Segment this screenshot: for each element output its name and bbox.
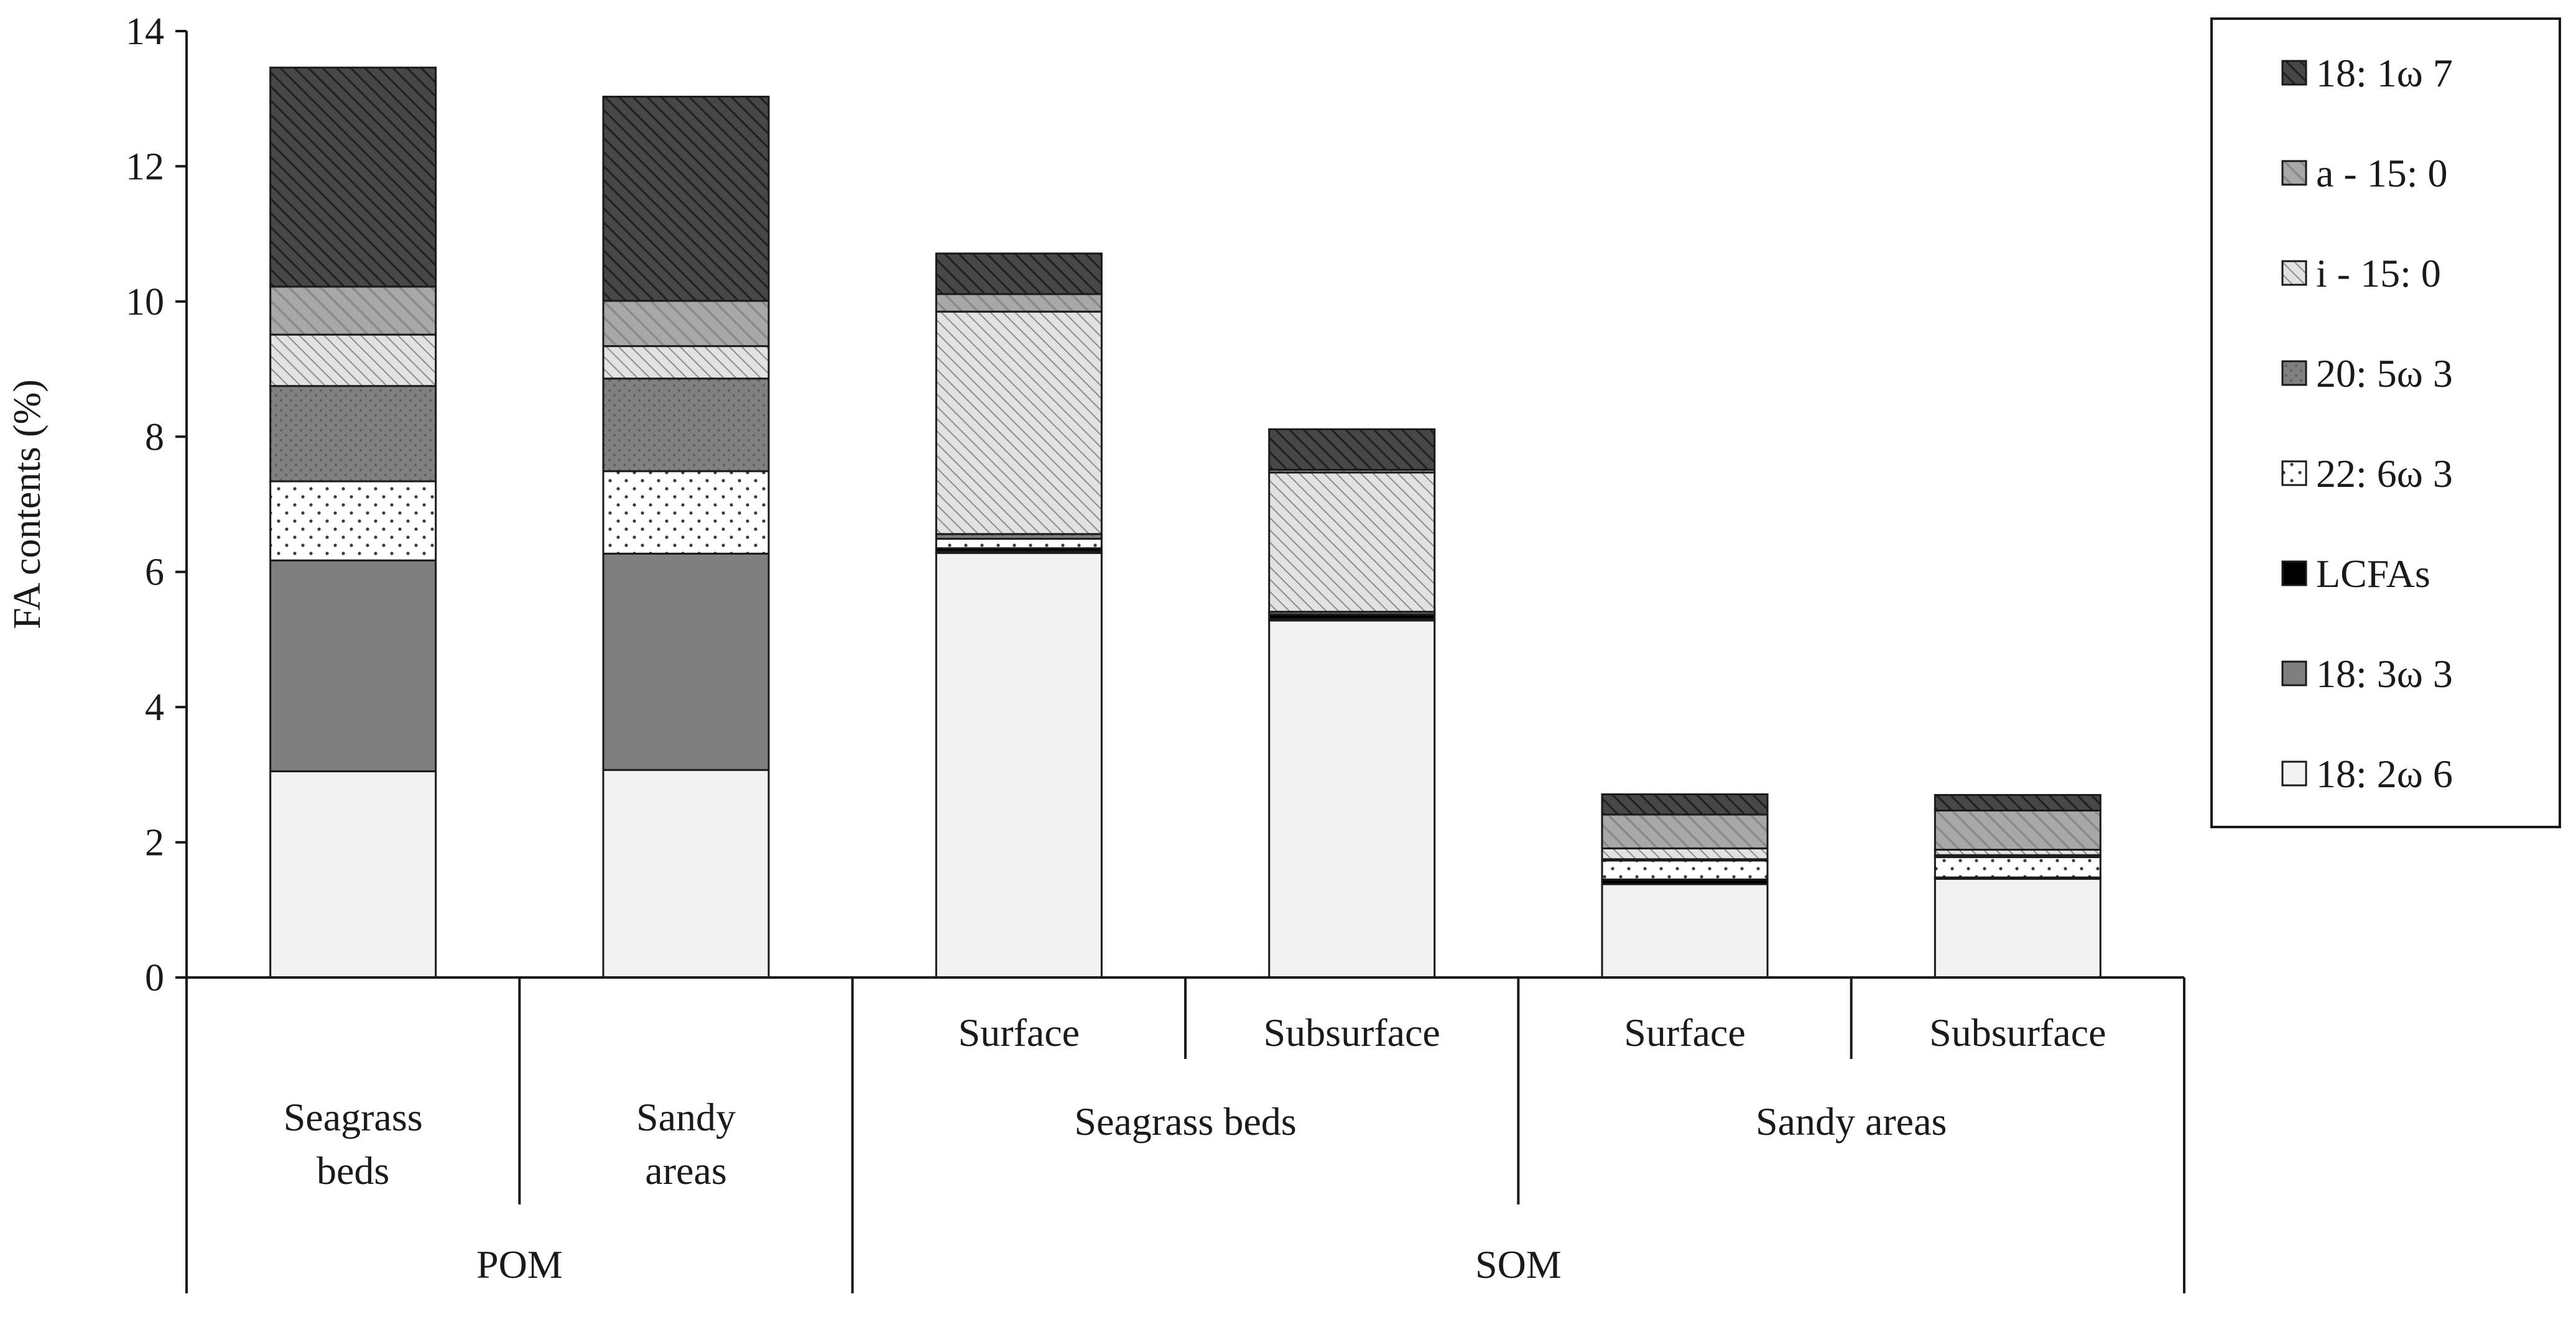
bar-segment-s-a-15-0 <box>1601 813 1769 849</box>
legend-swatch <box>2281 60 2307 86</box>
bar-segment-s-i-15-0 <box>269 333 437 387</box>
bar-segment-s-18-2w6 <box>602 769 770 979</box>
bar-segment-s-i-15-0 <box>602 345 770 380</box>
legend-item: i - 15: 0 <box>2281 251 2441 295</box>
bar-segment-s-a-15-0 <box>269 285 437 336</box>
bar-segment-s-a-15-0 <box>602 300 770 348</box>
legend-swatch <box>2281 260 2307 286</box>
category-label-level2: Sandy areas <box>1756 1099 1947 1144</box>
bar-segment-s-18-2w6 <box>269 770 437 979</box>
bar-stack <box>1934 793 2101 979</box>
bar-segment-s-18-1w7 <box>1601 793 1769 816</box>
legend-item: a - 15: 0 <box>2281 151 2448 195</box>
bar-segment-s-a-15-0 <box>935 293 1103 313</box>
legend-label: 22: 6ω 3 <box>2316 451 2453 496</box>
bar-segment-s-18-2w6 <box>1268 619 1436 979</box>
bar-segment-s-22-6w3 <box>269 480 437 561</box>
category-label-level2: Seagrass beds <box>1074 1099 1296 1144</box>
y-tick-label: 14 <box>126 11 164 53</box>
legend-swatch <box>2281 360 2307 386</box>
legend-item: 18: 2ω 6 <box>2281 752 2453 796</box>
y-tick-label: 2 <box>145 822 164 864</box>
y-axis-title: FA contents (%) <box>6 379 49 629</box>
legend-swatch <box>2281 460 2307 486</box>
bar-stack <box>1601 793 1769 979</box>
legend-item: 18: 1ω 7 <box>2281 51 2453 95</box>
category-label-level1: Subsurface <box>1263 1010 1440 1055</box>
category-label-level1: Surface <box>1624 1010 1745 1055</box>
legend-label: 18: 3ω 3 <box>2316 652 2453 696</box>
bar-segment-s-i-15-0 <box>1601 847 1769 861</box>
bar-segment-s-18-1w7 <box>1934 793 2101 811</box>
bar-stack <box>602 95 770 979</box>
legend-swatch <box>2281 760 2307 787</box>
bar-segment-s-18-1w7 <box>935 252 1103 295</box>
bar-segment-s-18-1w7 <box>602 95 770 302</box>
bar-segment-s-i-15-0 <box>1268 471 1436 613</box>
bar-stack <box>269 67 437 979</box>
category-label-level2: Seagrass beds <box>284 1095 423 1193</box>
bar-segment-s-22-6w3 <box>1934 856 2101 879</box>
legend-label: 18: 2ω 6 <box>2316 752 2453 796</box>
legend-label: LCFAs <box>2316 552 2430 596</box>
legend-label: 18: 1ω 7 <box>2316 51 2453 95</box>
bar-stack <box>935 252 1103 979</box>
bar-segment-s-22-6w3 <box>1601 859 1769 880</box>
bar-segment-s-20-5w3 <box>269 385 437 483</box>
category-label-level1: Surface <box>958 1010 1080 1055</box>
category-label-level1: Subsurface <box>1929 1010 2106 1055</box>
legend-swatch <box>2281 160 2307 186</box>
bar-segment-s-18-2w6 <box>935 552 1103 979</box>
bar-segment-s-18-1w7 <box>1268 428 1436 471</box>
bar-segment-s-18-3w3 <box>269 559 437 772</box>
legend-box <box>2210 17 2561 828</box>
bar-segment-s-22-6w3 <box>602 470 770 555</box>
legend-label: i - 15: 0 <box>2316 251 2441 295</box>
y-tick-label: 10 <box>126 281 164 323</box>
y-tick-label: 8 <box>145 416 164 458</box>
bar-segment-s-18-2w6 <box>1601 883 1769 979</box>
legend-item: 22: 6ω 3 <box>2281 451 2453 496</box>
legend-label: a - 15: 0 <box>2316 151 2448 195</box>
bar-segment-s-22-6w3 <box>935 537 1103 550</box>
y-tick-label: 6 <box>145 552 164 594</box>
legend-item: 20: 5ω 3 <box>2281 351 2453 395</box>
legend-item: 18: 3ω 3 <box>2281 652 2453 696</box>
y-tick-label: 4 <box>145 686 164 729</box>
category-label-level3: POM <box>476 1242 563 1287</box>
category-label-level2: Sandy areas <box>636 1095 736 1193</box>
legend-swatch <box>2281 660 2307 686</box>
y-tick-label: 12 <box>126 146 164 188</box>
bar-segment-s-18-2w6 <box>1934 877 2101 979</box>
category-label-level3: SOM <box>1475 1242 1562 1287</box>
y-tick-label: 0 <box>145 957 164 999</box>
bar-segment-s-20-5w3 <box>602 377 770 473</box>
bar-segment-s-18-3w3 <box>602 552 770 771</box>
legend-label: 20: 5ω 3 <box>2316 351 2453 395</box>
bar-stack <box>1268 428 1436 979</box>
bar-segment-s-18-1w7 <box>269 67 437 288</box>
bar-segment-s-i-15-0 <box>935 310 1103 535</box>
bar-segment-s-a-15-0 <box>1934 809 2101 851</box>
legend-item: LCFAs <box>2281 552 2430 596</box>
legend-swatch <box>2281 560 2307 586</box>
